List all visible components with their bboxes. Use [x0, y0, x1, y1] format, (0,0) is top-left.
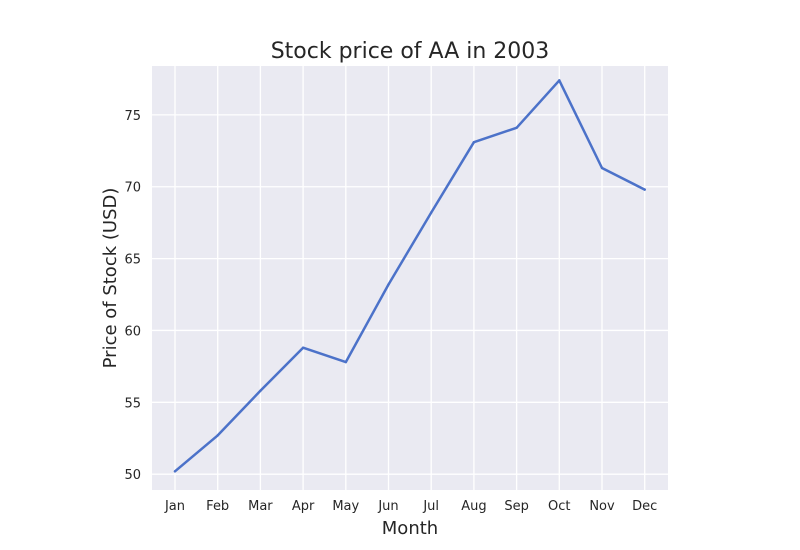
x-tick-label: May	[332, 499, 359, 514]
data-point	[301, 346, 305, 349]
data-point	[387, 283, 390, 286]
series-layer	[173, 79, 646, 473]
x-tick-label: Jul	[422, 499, 439, 514]
chart-title: Stock price of AA in 2003	[271, 39, 550, 64]
x-tick-label: Mar	[248, 499, 273, 514]
x-tick-label: Sep	[504, 499, 529, 514]
y-tick-label: 75	[124, 109, 141, 124]
plot-area	[152, 66, 668, 490]
y-gridlines	[152, 114, 668, 475]
y-tick-label: 60	[124, 324, 141, 339]
x-axis-label: Month	[382, 518, 438, 539]
x-tick-label: Jun	[377, 499, 398, 514]
data-point	[515, 126, 518, 130]
y-tick-label: 55	[124, 396, 141, 411]
data-point	[600, 166, 604, 170]
x-tick-labels: Jan Feb Mar Apr May Jun Jul Aug Sep Oct Nov Dec	[164, 499, 657, 514]
data-point	[643, 188, 646, 191]
data-point	[472, 140, 476, 144]
data-point	[558, 79, 561, 82]
x-tick-label: Aug	[461, 499, 486, 514]
data-point	[216, 434, 219, 437]
data-point	[430, 211, 433, 214]
data-point	[173, 470, 177, 473]
y-tick-label: 65	[124, 253, 141, 268]
x-tick-label: Feb	[206, 499, 229, 514]
x-tick-label: Oct	[548, 499, 570, 514]
y-axis-label: Price of Stock (USD)	[100, 188, 121, 369]
series-line	[173, 79, 646, 473]
x-tick-label: Nov	[589, 499, 615, 514]
y-tick-label: 70	[124, 181, 141, 196]
x-gridlines	[174, 66, 646, 490]
data-point	[259, 389, 262, 393]
x-tick-label: Jan	[164, 499, 185, 514]
y-tick-label: 50	[124, 468, 141, 483]
x-tick-label: Apr	[292, 499, 315, 514]
x-tick-label: Dec	[632, 499, 657, 514]
y-tick-labels: 50 55 60 65 70 75	[124, 109, 141, 483]
data-point	[344, 360, 347, 364]
